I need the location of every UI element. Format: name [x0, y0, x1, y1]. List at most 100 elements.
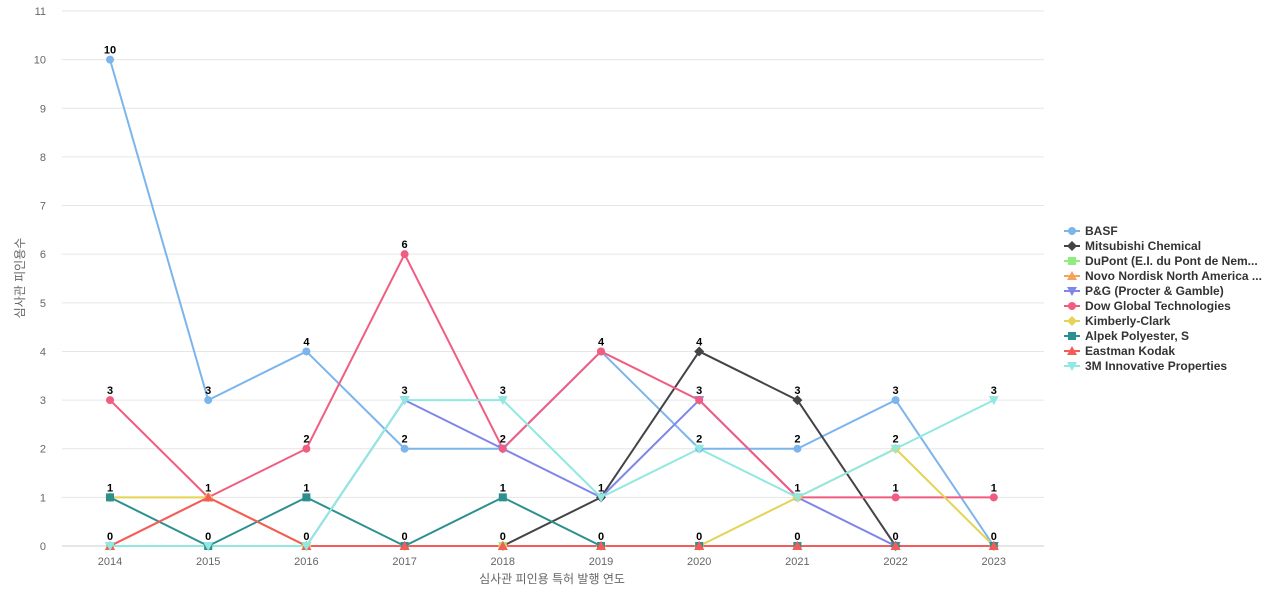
data-label-2015: 3 — [205, 385, 211, 397]
legend-label: BASF — [1085, 224, 1118, 238]
series-line-alpek-polyester-s — [109, 496, 994, 547]
data-label-2021: 2 — [794, 434, 800, 446]
data-label-2018: 0 — [500, 531, 506, 543]
y-axis-title: 심사관 피인용수 — [13, 238, 27, 319]
series-markers — [105, 55, 999, 551]
x-tick-label-2017: 2017 — [392, 556, 416, 568]
data-label-2016: 4 — [303, 336, 310, 348]
marker-alpek-polyester-s-2016 — [302, 493, 311, 502]
data-label-2014: 3 — [107, 385, 113, 397]
x-tick-label-2021: 2021 — [785, 556, 809, 568]
x-tick-label-2016: 2016 — [294, 556, 318, 568]
data-label-2022: 0 — [893, 531, 899, 543]
marker-3m-innovative-properties-2014 — [105, 542, 115, 551]
marker-eastman-kodak-2019 — [596, 541, 606, 550]
legend-label: Eastman Kodak — [1085, 344, 1175, 358]
y-tick-label-8: 8 — [40, 152, 46, 164]
legend-label: Mitsubishi Chemical — [1085, 239, 1201, 253]
data-label-2018: 3 — [500, 385, 506, 397]
legend-item-eastman-kodak[interactable]: Eastman Kodak — [1064, 344, 1175, 358]
legend-swatch-marker — [1068, 302, 1076, 310]
data-label-2022: 3 — [893, 385, 899, 397]
legend-swatch-marker — [1068, 332, 1076, 340]
legend-item-kimberly-clark[interactable]: Kimberly-Clark — [1064, 314, 1171, 328]
legend-item-mitsubishi-chemical[interactable]: Mitsubishi Chemical — [1064, 239, 1201, 253]
data-label-2019: 1 — [598, 482, 604, 494]
marker-basf-2022 — [891, 396, 900, 405]
y-tick-label-1: 1 — [40, 492, 46, 504]
data-label-2017: 0 — [402, 531, 408, 543]
series-line-3m-innovative-properties — [110, 399, 995, 547]
legend-item-dow-global-technologies[interactable]: Dow Global Technologies — [1064, 299, 1231, 313]
data-label-2020: 0 — [696, 531, 702, 543]
legend-swatch-marker — [1067, 241, 1077, 251]
data-label-2020: 4 — [696, 336, 703, 348]
y-tick-label-2: 2 — [40, 444, 46, 456]
legend-swatch-marker — [1067, 271, 1077, 280]
legend-item-basf[interactable]: BASF — [1064, 224, 1118, 238]
legend-item-alpek-polyester-s[interactable]: Alpek Polyester, S — [1064, 329, 1189, 343]
marker-3m-innovative-properties-2020 — [694, 444, 705, 454]
marker-eastman-kodak-2021 — [792, 541, 803, 550]
marker-eastman-kodak-2015 — [203, 492, 214, 502]
legend-item-dupont-e-i-du-pont-de-nem[interactable]: DuPont (E.I. du Pont de Nem... — [1064, 254, 1258, 268]
marker-3m-innovative-properties-2021 — [792, 493, 803, 503]
legend-label: Novo Nordisk North America ... — [1085, 269, 1262, 283]
marker-basf-2015 — [204, 396, 213, 405]
data-label-2014: 10 — [104, 45, 116, 57]
marker-dow-global-technologies-2022 — [891, 493, 900, 502]
legend-label: Dow Global Technologies — [1085, 299, 1231, 313]
data-label-2021: 0 — [794, 531, 800, 543]
marker-eastman-kodak-2018 — [497, 541, 508, 550]
data-label-2015: 0 — [205, 531, 211, 543]
data-label-2014: 0 — [107, 531, 113, 543]
data-label-2023: 3 — [991, 385, 997, 397]
y-tick-label-9: 9 — [40, 103, 46, 115]
x-tick-label-2022: 2022 — [883, 556, 907, 568]
x-axis-title: 심사관 피인용 특허 발행 연도 — [479, 571, 625, 586]
series-line-p-g-procter-gamble — [110, 399, 994, 547]
marker-3m-innovative-properties-2015 — [203, 542, 214, 551]
x-tick-label-2015: 2015 — [196, 556, 220, 568]
marker-3m-innovative-properties-2016 — [301, 542, 312, 551]
data-label-2016: 0 — [303, 531, 309, 543]
legend-swatch-marker — [1068, 227, 1076, 235]
marker-eastman-kodak-2022 — [890, 541, 901, 550]
legend-item-p-g-procter-gamble[interactable]: P&G (Procter & Gamble) — [1064, 284, 1224, 298]
data-label-2017: 3 — [402, 385, 408, 397]
legend-item-3m-innovative-properties[interactable]: 3M Innovative Properties — [1064, 359, 1227, 373]
data-label-2017: 2 — [402, 434, 408, 446]
marker-basf-2016 — [302, 347, 311, 356]
series-line-dow-global-technologies — [109, 253, 994, 499]
y-tick-label-0: 0 — [40, 541, 46, 553]
data-label-2022: 1 — [893, 482, 899, 494]
marker-eastman-kodak-2020 — [694, 541, 705, 550]
data-label-2021: 1 — [794, 482, 800, 494]
data-label-2020: 3 — [696, 385, 702, 397]
data-label-2021: 3 — [794, 385, 800, 397]
marker-3m-innovative-properties-2018 — [497, 396, 508, 406]
x-tick-label-2018: 2018 — [491, 556, 515, 568]
data-label-2019: 4 — [598, 336, 605, 348]
legend-swatch-marker — [1067, 346, 1077, 355]
data-label-2019: 0 — [598, 531, 604, 543]
marker-basf-2021 — [793, 444, 802, 453]
series-line-eastman-kodak — [109, 496, 994, 547]
x-tick-label-2019: 2019 — [589, 556, 613, 568]
x-tick-label-2023: 2023 — [982, 556, 1006, 568]
series-lines — [109, 59, 995, 547]
marker-dow-global-technologies-2017 — [400, 250, 409, 259]
data-label-2015: 1 — [205, 482, 211, 494]
marker-dow-global-technologies-2020 — [695, 396, 704, 405]
marker-mitsubishi-chemical-2020 — [694, 346, 705, 357]
legend-item-novo-nordisk-north-america[interactable]: Novo Nordisk North America ... — [1064, 269, 1262, 283]
data-label-2016: 2 — [303, 434, 309, 446]
data-label-2016: 1 — [303, 482, 309, 494]
marker-alpek-polyester-s-2014 — [106, 493, 114, 502]
y-tick-label-4: 4 — [40, 346, 46, 358]
legend-label: 3M Innovative Properties — [1085, 359, 1227, 373]
